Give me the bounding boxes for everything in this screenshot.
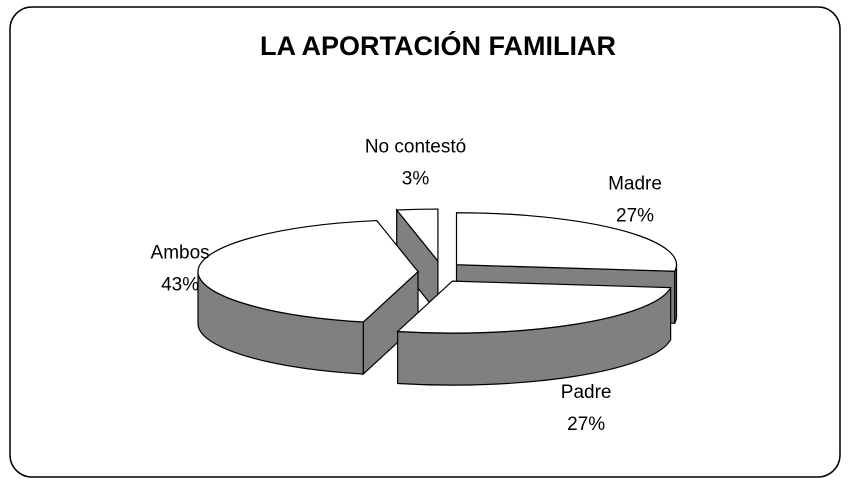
slice-top (455, 212, 678, 272)
slice-outer-wall (674, 264, 678, 324)
data-label-value: 3% (402, 169, 430, 190)
data-label-value: 43% (161, 275, 199, 296)
slice-top (396, 280, 672, 334)
chart-title: LA APORTACIÓN FAMILIAR (260, 30, 616, 61)
data-label-value: 27% (616, 205, 654, 226)
slice (197, 219, 419, 376)
slice-top (395, 208, 439, 263)
data-label-name: No contestó (365, 137, 466, 158)
data-label-name: Madre (608, 173, 662, 194)
data-label-value: 27% (567, 414, 605, 435)
data-label-name: Ambos (151, 243, 210, 264)
slice (396, 280, 672, 386)
data-label-name: Padre (561, 382, 612, 403)
slice-top (197, 219, 419, 323)
